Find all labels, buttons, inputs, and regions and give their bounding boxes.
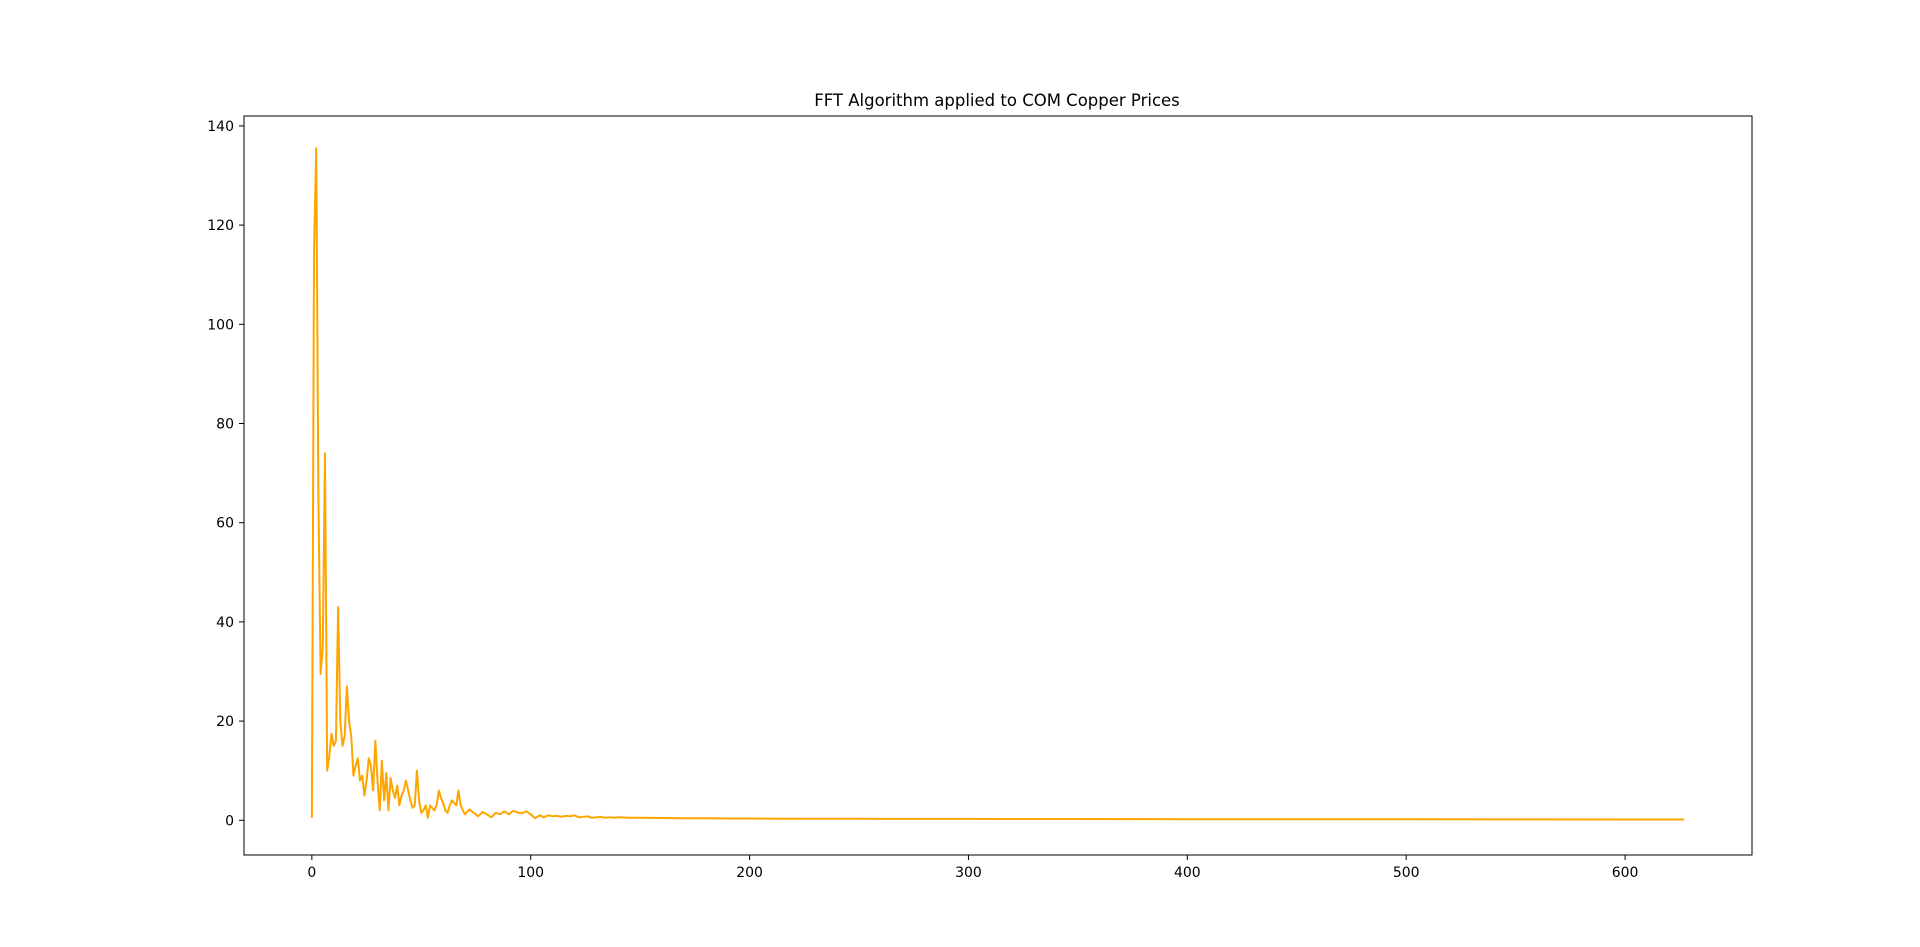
x-tick-label: 200 xyxy=(736,865,763,881)
y-tick-label: 0 xyxy=(225,813,234,829)
plot-area xyxy=(310,147,1685,821)
y-tick-label: 80 xyxy=(216,417,234,433)
y-tick-label: 140 xyxy=(207,119,234,135)
y-tick-label: 60 xyxy=(216,516,234,532)
x-tick-label: 400 xyxy=(1174,865,1201,881)
x-tick-label: 0 xyxy=(307,865,316,881)
y-tick-label: 20 xyxy=(216,714,234,730)
y-tick-label: 40 xyxy=(216,615,234,631)
y-tick-label: 100 xyxy=(207,317,234,333)
x-tick-label: 100 xyxy=(517,865,544,881)
y-tick-label: 120 xyxy=(207,218,234,234)
x-tick-label: 300 xyxy=(955,865,982,881)
series-line-0 xyxy=(310,147,1685,821)
y-axis: 0 20 40 60 80 100 120 140 xyxy=(207,119,244,829)
x-tick-label: 600 xyxy=(1612,865,1639,881)
chart-title: FFT Algorithm applied to COM Copper Pric… xyxy=(814,91,1180,110)
x-tick-label: 500 xyxy=(1393,865,1420,881)
axes-frame xyxy=(243,115,1753,856)
x-axis: 0 100 200 300 400 500 600 xyxy=(307,855,1638,881)
